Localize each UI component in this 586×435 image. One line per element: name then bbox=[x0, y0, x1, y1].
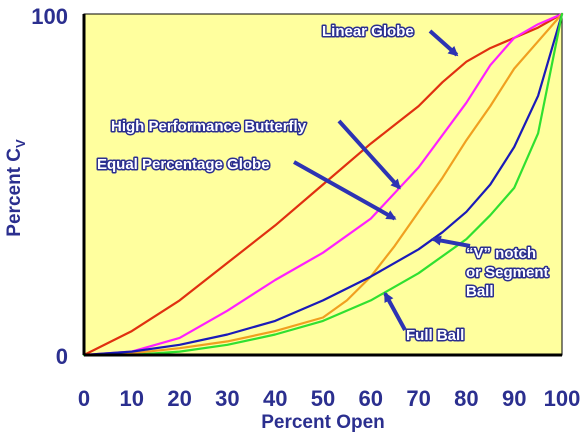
annotation-label-3-line-1: or Segment bbox=[466, 264, 549, 281]
x-axis-label: Percent Open bbox=[261, 412, 385, 433]
annotation-arrow-3 bbox=[430, 235, 471, 248]
annotation-layer: Linear Globe High Performance Butterfly Eq… bbox=[96, 22, 551, 346]
annotation-label-3-line-2: Ball bbox=[466, 283, 494, 300]
annotation-label-2: Equal Percentage Globe bbox=[97, 156, 270, 173]
x-tick-label-60: 60 bbox=[359, 386, 383, 411]
y-tick-label-100: 100 bbox=[31, 4, 68, 29]
annotation-arrow-1 bbox=[337, 119, 401, 190]
x-tick-label-90: 90 bbox=[502, 386, 526, 411]
x-tick-label-30: 30 bbox=[215, 386, 239, 411]
x-tick-label-0: 0 bbox=[78, 386, 90, 411]
series-line-3 bbox=[82, 12, 564, 357]
x-tick-labels: 0 10 20 30 40 50 60 70 80 90 100 bbox=[78, 386, 580, 411]
series-line-4 bbox=[82, 12, 564, 357]
series-layer bbox=[82, 12, 564, 357]
x-tick-label-100: 100 bbox=[544, 386, 581, 411]
y-tick-labels: 0 100 bbox=[31, 4, 68, 369]
annotation-label-4: Full Ball bbox=[406, 327, 464, 344]
annotation-label-1: High Performance Butterfly bbox=[111, 118, 307, 135]
y-tick-label-0: 0 bbox=[56, 344, 68, 369]
x-tick-label-70: 70 bbox=[406, 386, 430, 411]
annotation-label-0: Linear Globe bbox=[322, 23, 414, 40]
series-line-1 bbox=[82, 12, 564, 357]
y-axis-label-main: Percent C bbox=[4, 148, 25, 237]
axis-layer bbox=[82, 14, 562, 357]
x-tick-label-10: 10 bbox=[120, 386, 144, 411]
x-tick-label-40: 40 bbox=[263, 386, 287, 411]
annotation-arrow-0 bbox=[428, 29, 459, 57]
y-axis-label-subscript: V bbox=[13, 139, 28, 148]
annotation-arrow-2 bbox=[293, 160, 397, 221]
annotation-label-3: “V” notch or Segment Ball bbox=[466, 245, 549, 300]
x-tick-label-50: 50 bbox=[311, 386, 335, 411]
annotation-label-3-line-0: “V” notch bbox=[466, 245, 536, 262]
annotation-arrow-4 bbox=[383, 291, 407, 331]
series-line-0 bbox=[82, 12, 564, 357]
y-axis-label: Percent CV bbox=[4, 139, 28, 237]
x-tick-label-80: 80 bbox=[454, 386, 478, 411]
series-line-2 bbox=[82, 12, 564, 357]
x-tick-label-20: 20 bbox=[167, 386, 191, 411]
